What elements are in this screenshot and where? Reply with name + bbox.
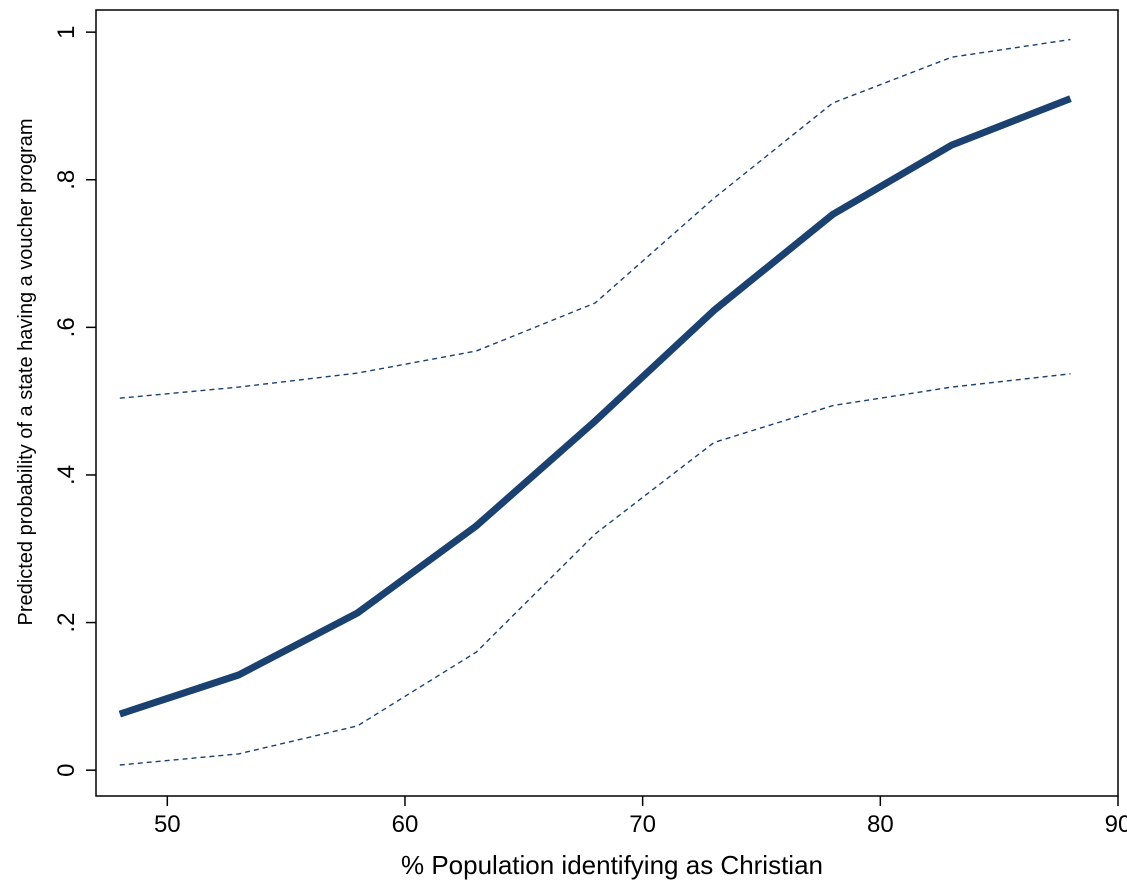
prediction-line [118,95,1072,718]
x-tick-label: 60 [392,811,419,838]
y-tick-label: .8 [53,170,80,190]
y-tick-label: 0 [53,763,80,776]
x-tick-label: 90 [1105,811,1127,838]
series-layer [118,38,1072,766]
y-tick-label: 1 [53,25,80,38]
y-axis: 0 .2 .4 .6 .8 1 [53,25,96,777]
x-axis-title: % Population identifying as Christian [401,850,823,880]
upper-bound-line [119,38,1071,399]
lower-bound-line [119,373,1071,766]
x-tick-label: 80 [867,811,894,838]
x-axis: 50 60 70 80 90 [154,796,1127,838]
y-tick-label: .2 [53,613,80,633]
x-tick-label: 70 [629,811,656,838]
x-tick-label: 50 [154,811,181,838]
y-axis-title: Predicted probability of a state having … [15,119,37,626]
y-tick-label: .6 [53,317,80,337]
y-tick-label: .4 [53,465,80,485]
plot-frame [95,9,1119,797]
